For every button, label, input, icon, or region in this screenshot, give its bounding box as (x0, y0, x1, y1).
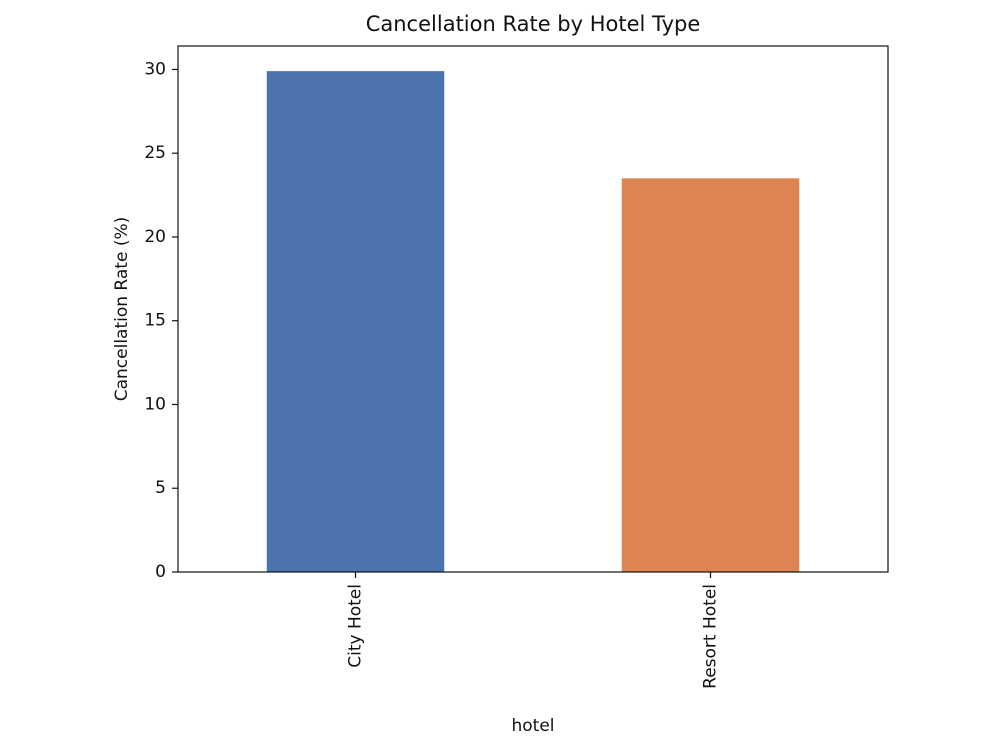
bar (266, 71, 445, 573)
x-axis-label: hotel (511, 716, 554, 736)
chart-title: Cancellation Rate by Hotel Type (366, 12, 701, 36)
y-tick-label: 15 (144, 311, 166, 331)
plot-frame (177, 45, 889, 573)
bar (621, 178, 800, 572)
y-tick-label: 30 (144, 59, 166, 79)
y-axis-label: Cancellation Rate (%) (112, 217, 132, 402)
x-tick-label: City Hotel (346, 584, 366, 668)
y-tick-label: 10 (144, 394, 166, 414)
y-tick-label: 25 (144, 143, 166, 163)
x-tick-label: Resort Hotel (701, 584, 721, 689)
y-tick-label: 20 (144, 227, 166, 247)
y-tick-label: 5 (155, 478, 166, 498)
y-tick-label: 0 (155, 562, 166, 582)
